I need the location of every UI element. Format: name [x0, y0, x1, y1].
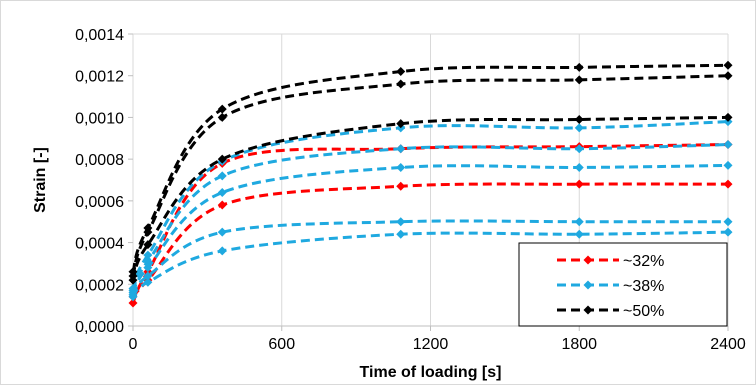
data-point: [396, 79, 406, 89]
data-point: [574, 75, 584, 85]
data-point: [574, 115, 584, 125]
series-line-group: [128, 71, 733, 281]
series-line: [131, 115, 729, 281]
data-point: [217, 112, 227, 122]
data-point: [396, 119, 406, 129]
data-point: [143, 277, 153, 287]
series-line: [131, 74, 729, 277]
data-point: [574, 217, 584, 227]
legend-label: ~38%: [623, 278, 664, 295]
series: [128, 60, 733, 308]
x-tick-label: 600: [268, 336, 295, 353]
data-point: [574, 162, 584, 172]
series-line: [131, 219, 728, 296]
x-tick-label: 0: [129, 336, 138, 353]
data-point: [574, 144, 584, 154]
data-point: [217, 227, 227, 237]
data-point: [217, 188, 227, 198]
series-line-group: [128, 140, 733, 296]
data-point: [217, 200, 227, 210]
y-tick-label: 0,0004: [75, 236, 124, 253]
data-point: [217, 171, 227, 181]
data-point: [723, 71, 733, 81]
series-line: [131, 63, 729, 273]
data-point: [396, 67, 406, 77]
data-point: [143, 227, 153, 237]
series-line: [131, 143, 729, 304]
data-point: [396, 217, 406, 227]
legend-box: [518, 242, 728, 327]
y-tick-label: 0,0010: [75, 110, 124, 127]
series-line-group: [128, 217, 733, 300]
axes: 0,0000 0,0002 0,0004 0,0006 0,0008 0,0010 0,00…: [75, 27, 746, 353]
x-tick-label: 1200: [413, 336, 449, 353]
data-point: [217, 154, 227, 164]
data-point: [128, 292, 138, 302]
data-point: [723, 60, 733, 70]
data-point: [128, 275, 138, 285]
data-point: [574, 62, 584, 72]
y-tick-label: 0,0012: [75, 69, 124, 86]
series-line-group: [128, 112, 733, 285]
data-point: [217, 104, 227, 114]
data-point: [583, 255, 593, 265]
data-point: [143, 271, 153, 281]
data-point: [574, 229, 584, 239]
data-point: [396, 229, 406, 239]
y-tick-label: 0,0006: [75, 194, 124, 211]
data-point: [128, 298, 138, 308]
legend: ~32% ~38% ~50%: [518, 242, 728, 327]
data-point: [723, 227, 733, 237]
x-tick-label: 1800: [561, 336, 597, 353]
data-point: [723, 112, 733, 122]
y-tick-label: 0,0008: [75, 152, 124, 169]
legend-label: ~32%: [623, 253, 664, 270]
data-point: [583, 280, 593, 290]
data-point: [396, 181, 406, 191]
data-point: [143, 250, 153, 260]
data-point: [396, 144, 406, 154]
legend-item: ~38%: [557, 278, 664, 295]
legend-label: ~50%: [623, 303, 664, 320]
x-axis-title: Time of loading [s]: [360, 364, 502, 381]
data-point: [723, 179, 733, 189]
legend-item: ~32%: [557, 253, 664, 270]
y-axis-title: Strain [-]: [32, 147, 49, 213]
data-point: [143, 240, 153, 250]
series-line: [131, 120, 729, 290]
data-point: [217, 246, 227, 256]
data-point: [723, 160, 733, 170]
data-point: [574, 179, 584, 189]
legend-item: ~50%: [557, 303, 664, 320]
data-point: [396, 162, 406, 172]
y-tick-label: 0,0000: [75, 319, 124, 336]
series-line: [131, 182, 729, 298]
x-tick-label: 2400: [710, 336, 746, 353]
series-line: [131, 230, 729, 298]
series-line-group: [128, 227, 733, 302]
series-line: [131, 143, 729, 292]
data-point: [723, 140, 733, 150]
y-tick-label: 0,0014: [75, 27, 124, 44]
data-point: [574, 123, 584, 133]
series-line: [131, 163, 729, 294]
data-point: [583, 305, 593, 315]
y-tick-label: 0,0002: [75, 277, 124, 294]
data-point: [143, 263, 153, 273]
data-point: [723, 217, 733, 227]
